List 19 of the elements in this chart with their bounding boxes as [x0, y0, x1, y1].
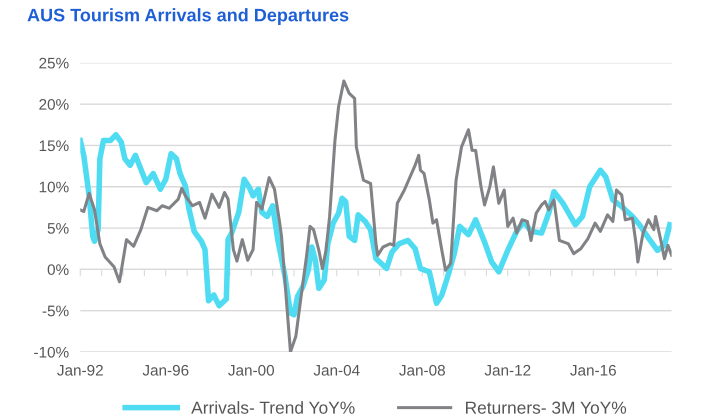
x-tick-label: Jan-96	[142, 364, 188, 376]
x-tick-label: Jan-12	[484, 364, 530, 376]
y-tick-label: 20%	[39, 99, 69, 110]
y-tick-label: 15%	[40, 140, 69, 152]
x-tick-label: Jan-92	[57, 364, 103, 376]
chart-title: AUS Tourism Arrivals and Departures	[27, 8, 348, 26]
x-tick-label: Jan-16	[570, 364, 616, 376]
y-tick-label: -10%	[34, 346, 69, 358]
x-tick-label: Jan-08	[399, 364, 445, 376]
y-tick-label: 0%	[48, 264, 69, 276]
legend-label: Arrivals- Trend YoY%	[191, 401, 355, 414]
line-series	[80, 79, 672, 352]
y-tick-label: 10%	[40, 182, 69, 192]
legend-label: Returners- 3M YoY%	[466, 402, 626, 414]
x-tick-label: Jan-00	[228, 364, 274, 376]
y-tick-label: 25%	[39, 58, 69, 69]
y-tick-label: -5%	[42, 306, 69, 316]
y-tick-label: 5%	[48, 222, 69, 234]
x-tick-label: Jan-04	[314, 364, 360, 376]
